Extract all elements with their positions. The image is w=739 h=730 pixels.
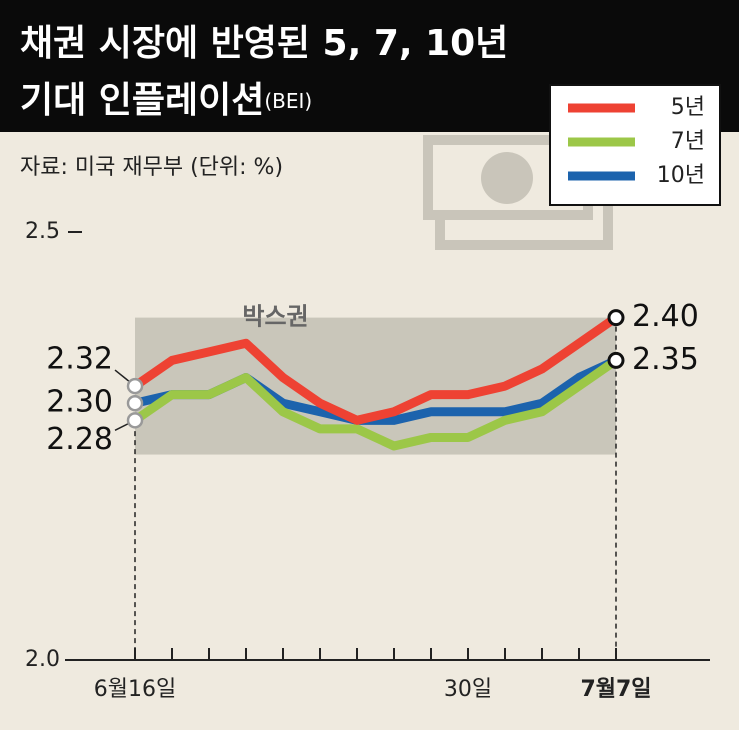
title-line: 기대 인플레이션	[20, 80, 264, 121]
y-tick-label: 2.5	[25, 219, 60, 244]
value-label: 2.35	[632, 342, 699, 377]
series-line	[132, 356, 619, 451]
x-tick-label: 6월16일	[94, 677, 176, 702]
chart-title: 채권 시장에 반영된 5, 7, 10년	[20, 23, 508, 64]
point	[607, 351, 625, 369]
band	[135, 317, 616, 455]
value-label: 2.32	[46, 342, 113, 377]
legend-label: 7년	[671, 129, 705, 154]
y-tick-label: 2.0	[25, 647, 60, 672]
band-label: 박스권	[242, 303, 308, 331]
value-label: 2.40	[632, 299, 699, 334]
point	[607, 309, 625, 327]
legend-label: 10년	[657, 163, 705, 188]
title-suffix: (BEI)	[264, 89, 312, 113]
source: 자료: 미국 재무부 (단위: %)	[20, 155, 283, 180]
x-tick-label: 30일	[444, 677, 492, 702]
value-label: 2.30	[46, 385, 113, 420]
point	[126, 412, 144, 429]
chart-title: 기대 인플레이션(BEI)	[20, 80, 312, 121]
legend-label: 5년	[671, 95, 705, 120]
value-label: 2.28	[46, 422, 113, 457]
point	[126, 394, 144, 412]
x-tick-label: 7월7일	[580, 677, 651, 702]
point	[126, 377, 144, 395]
series-line	[132, 313, 619, 425]
